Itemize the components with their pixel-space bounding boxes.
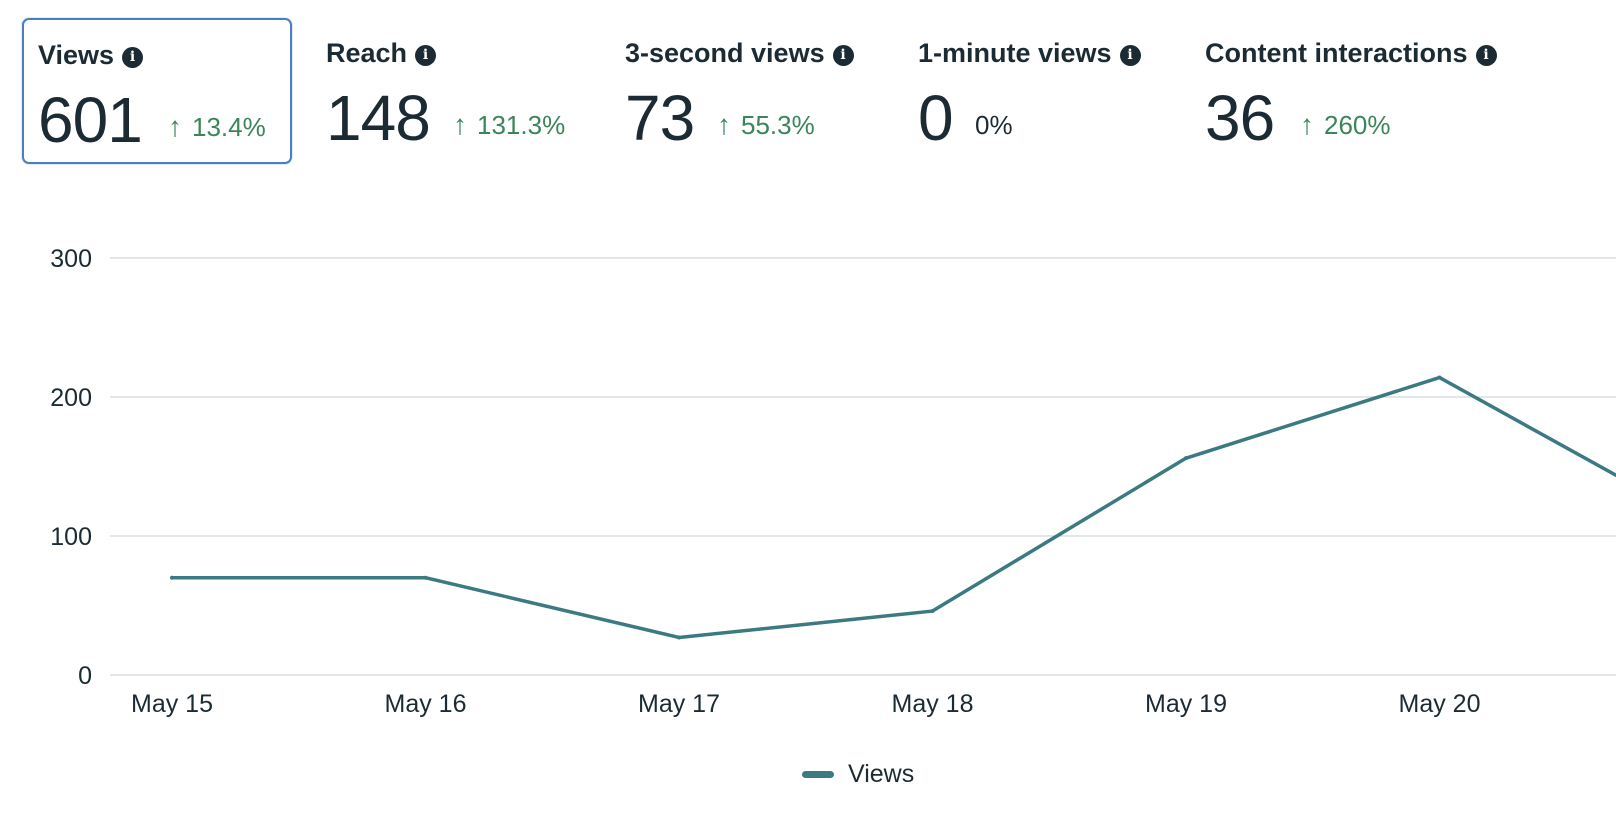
x-tick-label: May 20 bbox=[1399, 690, 1481, 718]
info-icon[interactable]: i bbox=[415, 45, 437, 66]
metric-title-views: Views i bbox=[38, 40, 144, 71]
metric-card-reach[interactable]: Reach i 148 ↑ 131.3% bbox=[310, 18, 590, 164]
chart-legend[interactable]: Views bbox=[802, 758, 914, 790]
info-icon[interactable]: i bbox=[1475, 45, 1497, 66]
metric-change-content-interactions: ↑ 260% bbox=[1300, 109, 1391, 141]
x-tick-label: May 15 bbox=[131, 690, 213, 718]
metric-card-3-second-views[interactable]: 3-second views i 73 ↑ 55.3% bbox=[610, 18, 890, 164]
metric-value-reach: 148 bbox=[326, 82, 431, 154]
metric-value-content-interactions: 36 bbox=[1205, 82, 1275, 154]
info-icon[interactable]: i bbox=[1119, 45, 1141, 66]
metric-change-1-minute-views: 0% bbox=[975, 110, 1013, 140]
metrics-row: Views i 601 ↑ 13.4% Reach i 148 ↑ 131.3% 3-s… bbox=[0, 0, 1616, 175]
y-tick-label: 0 bbox=[78, 662, 92, 690]
series-line-views bbox=[170, 375, 1616, 640]
y-tick-label: 100 bbox=[50, 523, 92, 551]
metric-change-3-second-views: ↑ 55.3% bbox=[717, 109, 815, 141]
metric-card-views[interactable]: Views i 601 ↑ 13.4% bbox=[22, 18, 292, 164]
metric-title-reach: Reach i bbox=[326, 38, 437, 69]
data-point bbox=[677, 635, 681, 640]
legend-swatch-views bbox=[802, 770, 834, 778]
metric-title-3-second-views: 3-second views i bbox=[625, 38, 854, 69]
x-tick-label: May 18 bbox=[892, 690, 974, 718]
info-icon[interactable]: i bbox=[832, 45, 854, 66]
data-point bbox=[1184, 456, 1188, 461]
data-point bbox=[1437, 375, 1442, 380]
metric-title-1-minute-views: 1-minute views i bbox=[918, 38, 1141, 69]
arrow-up-icon: ↑ bbox=[717, 109, 731, 140]
metric-card-content-interactions[interactable]: Content interactions i 36 ↑ 260% bbox=[1190, 18, 1610, 164]
x-tick-label: May 17 bbox=[638, 690, 720, 718]
arrow-up-icon: ↑ bbox=[1300, 109, 1314, 140]
data-point bbox=[423, 575, 428, 580]
x-tick-label: May 19 bbox=[1145, 690, 1227, 718]
metric-change-views: ↑ 13.4% bbox=[168, 111, 266, 143]
info-icon[interactable]: i bbox=[122, 47, 144, 68]
arrow-up-icon: ↑ bbox=[453, 109, 467, 140]
metric-card-1-minute-views[interactable]: 1-minute views i 0 0% bbox=[905, 18, 1180, 164]
metric-value-3-second-views: 73 bbox=[625, 82, 695, 154]
metric-title-content-interactions: Content interactions i bbox=[1205, 38, 1497, 69]
legend-label-views: Views bbox=[848, 759, 915, 788]
y-tick-label: 200 bbox=[50, 384, 92, 412]
data-point bbox=[930, 609, 935, 614]
metric-value-1-minute-views: 0 bbox=[918, 82, 954, 154]
data-point bbox=[170, 575, 174, 580]
metric-change-reach: ↑ 131.3% bbox=[453, 109, 566, 141]
y-tick-label: 300 bbox=[50, 245, 92, 273]
arrow-up-icon: ↑ bbox=[168, 111, 182, 142]
metric-value-views: 601 bbox=[38, 84, 143, 156]
x-tick-label: May 16 bbox=[385, 690, 467, 718]
